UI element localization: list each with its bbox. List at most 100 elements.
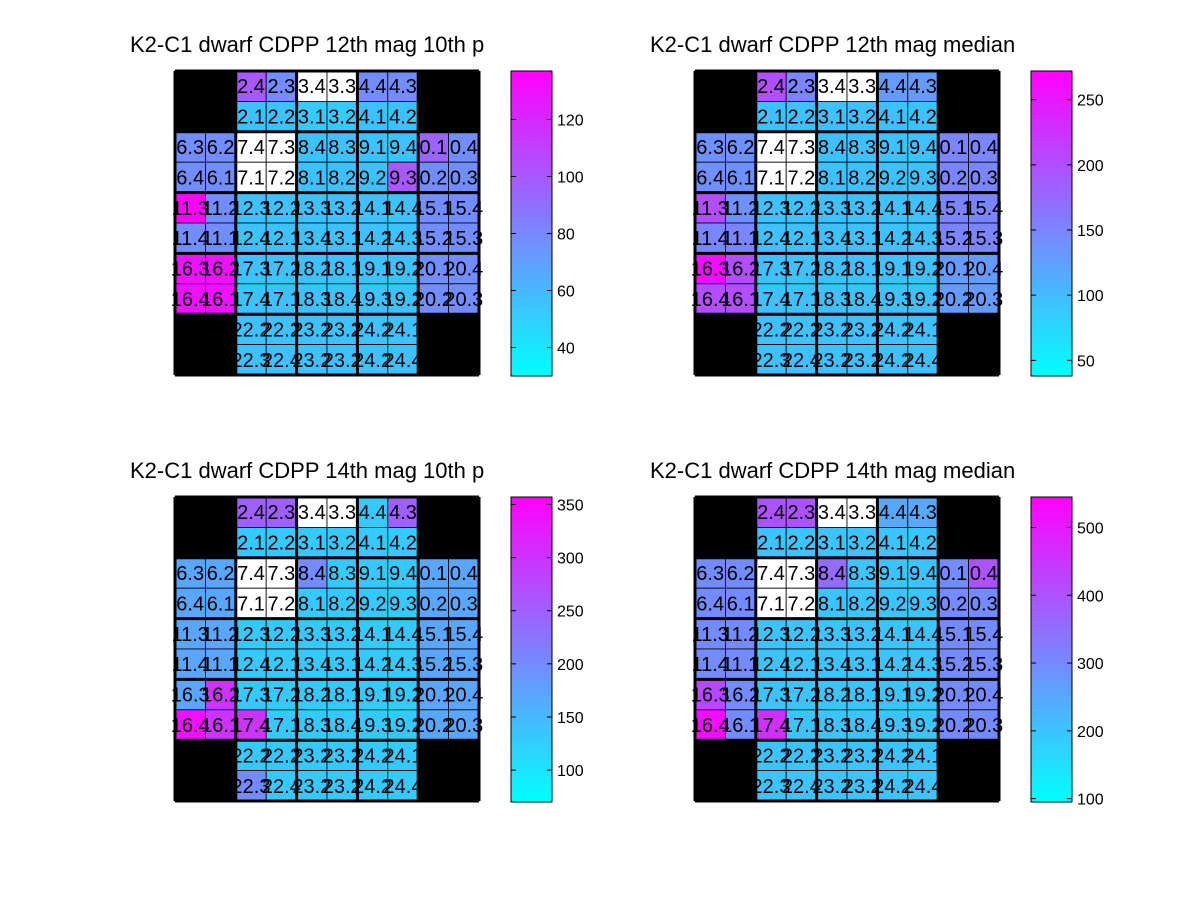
cell-label: 3.1 [298, 107, 326, 129]
cell-label: 9.3 [389, 167, 417, 189]
cell-label: 2.1 [757, 107, 785, 129]
heatmap-cell [204, 222, 237, 254]
cell-label: 3.4 [818, 76, 846, 98]
heatmap-cell [968, 252, 1000, 285]
heatmap-cell [265, 709, 298, 741]
heatmap-cell [326, 739, 358, 772]
heatmap-cell [174, 557, 206, 589]
cell-label: 16.4 [691, 289, 730, 311]
cell-label: 11.3 [171, 198, 208, 220]
cell-label: 7.3 [267, 137, 295, 159]
heatmap-cell [448, 101, 480, 133]
colorbar-tick-label: 80 [557, 226, 575, 243]
cell-label: 12.3 [232, 198, 271, 220]
heatmap-cell [174, 70, 206, 102]
cell-label: 6.2 [207, 137, 235, 159]
cell-label: 3.1 [818, 533, 846, 555]
heatmap-cell [417, 770, 450, 802]
cell-label: 16.1 [721, 715, 760, 737]
cell-label: 3.2 [848, 107, 876, 129]
cell-label: 12.4 [752, 228, 791, 250]
cell-label: 14.1 [873, 624, 912, 646]
cell-label: 6.3 [696, 563, 724, 585]
heatmap-cell [907, 131, 939, 163]
heatmap-cell [387, 222, 419, 254]
cell-label: 6.3 [176, 137, 204, 159]
colorbar-tick-label: 200 [1077, 158, 1104, 175]
cell-label: 17.4 [752, 715, 791, 737]
heatmap-cell [417, 709, 450, 741]
cell-label: 20.4 [964, 685, 1003, 707]
cell-label: 4.2 [909, 533, 937, 555]
heatmap-cell [876, 70, 909, 102]
cell-label: 0.4 [970, 563, 998, 585]
cell-label: 17.1 [262, 289, 301, 311]
cell-label: 11.2 [722, 624, 759, 646]
cell-label: 20.1 [414, 685, 453, 707]
heatmap-cell [387, 587, 419, 619]
heatmap-cell [356, 252, 389, 285]
cell-label: 2.3 [267, 502, 295, 524]
cell-label: 2.4 [757, 76, 785, 98]
cell-label: 11.2 [202, 624, 239, 646]
heatmap-cell [448, 618, 480, 650]
heatmap-panel-4: K2-C1 dwarf CDPP 14th mag median 2.4 2.3 3… [520, 426, 1104, 826]
heatmap-cell [785, 709, 818, 741]
cell-label: 13.1 [323, 654, 362, 676]
heatmap-cell [204, 527, 237, 559]
cell-label: 0.2 [419, 593, 447, 615]
colorbar-tick-label: 150 [1077, 223, 1104, 240]
cell-label: 23.2 [292, 776, 331, 798]
cell-label: 0.4 [970, 137, 998, 159]
cell-label: 18.3 [292, 715, 331, 737]
heatmap-cell [387, 527, 419, 559]
cell-label: 9.2 [879, 167, 907, 189]
cell-label: 8.3 [328, 137, 356, 159]
heatmap-cell [204, 648, 237, 680]
heatmap-cell [724, 770, 757, 802]
cell-label: 6.2 [207, 563, 235, 585]
heatmap-cell [326, 770, 358, 802]
heatmap-cell [785, 618, 818, 650]
cell-label: 24.2 [353, 350, 392, 372]
cell-label: 3.3 [848, 502, 876, 524]
heatmap-cell [846, 222, 878, 254]
heatmap-cell [235, 678, 267, 711]
heatmap-cell [694, 709, 726, 741]
cell-label: 23.2 [812, 776, 851, 798]
cell-label: 16.1 [721, 289, 760, 311]
cell-label: 18.3 [812, 715, 851, 737]
cell-label: 19.2 [904, 259, 943, 281]
cell-label: 8.4 [818, 137, 846, 159]
cell-label: 13.1 [323, 228, 362, 250]
cell-label: 18.1 [323, 685, 362, 707]
cell-label: 3.2 [328, 533, 356, 555]
cell-label: 20.2 [934, 289, 973, 311]
cell-label: 9.3 [909, 593, 937, 615]
cell-label: 11.4 [171, 654, 208, 676]
cell-label: 8.2 [328, 167, 356, 189]
heatmap-cell [968, 587, 1000, 619]
cell-label: 19.1 [353, 259, 392, 281]
cell-label: 9.4 [389, 563, 417, 585]
cell-label: 12.1 [782, 654, 821, 676]
cell-label: 6.1 [207, 167, 235, 189]
colorbar [1030, 70, 1073, 377]
cell-label: 11.3 [691, 624, 728, 646]
heatmap-cell [387, 252, 419, 285]
cell-label: 8.1 [298, 593, 326, 615]
heatmap-cell [816, 678, 848, 711]
cell-label: 8.3 [328, 563, 356, 585]
cell-label: 9.1 [879, 563, 907, 585]
heatmap-cell [846, 252, 878, 285]
cell-label: 7.3 [787, 563, 815, 585]
cell-label: 9.1 [879, 137, 907, 159]
cell-label: 9.4 [389, 137, 417, 159]
cell-label: 13.2 [843, 198, 882, 220]
cell-label: 7.1 [757, 593, 785, 615]
cell-label: 7.1 [237, 167, 265, 189]
heatmap-cell [387, 344, 419, 376]
cell-label: 12.3 [752, 624, 791, 646]
heatmap-cell [755, 313, 787, 346]
cell-label: 3.2 [848, 533, 876, 555]
